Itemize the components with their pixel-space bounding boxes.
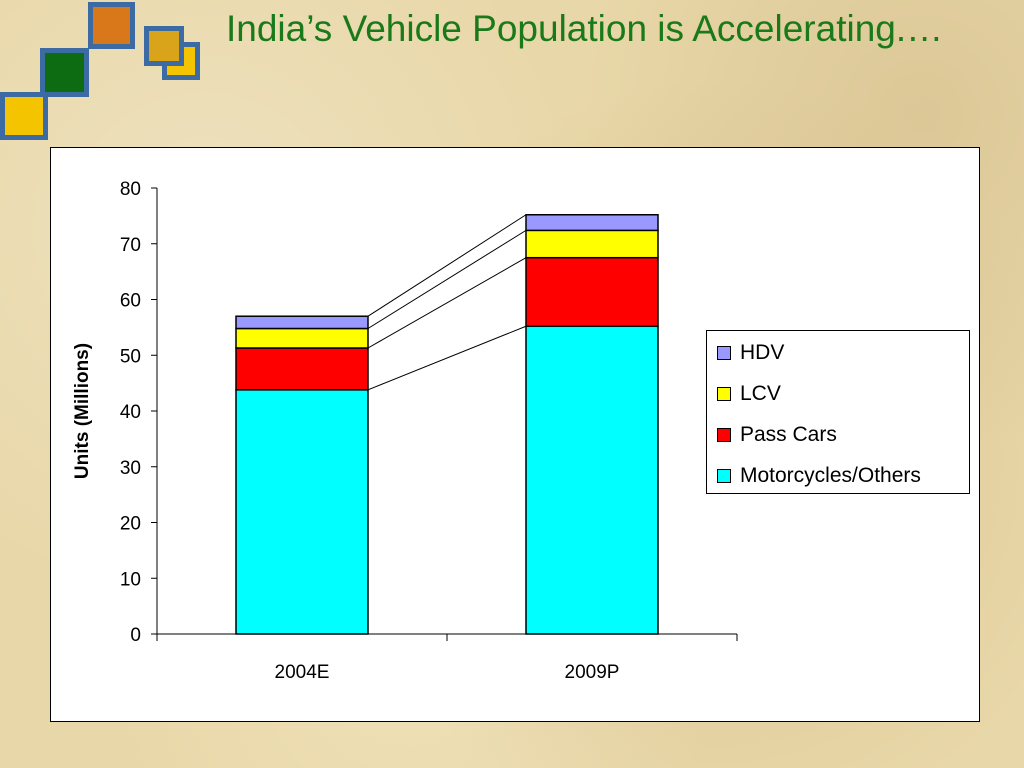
bar-hdv-2004e [235, 315, 369, 330]
y-tick-label: 10 [120, 569, 141, 590]
legend-swatch-pass-cars [717, 428, 731, 442]
bar-hdv-2009p [525, 214, 659, 232]
y-tick-label: 30 [120, 458, 141, 479]
legend-item-lcv: LCV [717, 382, 781, 406]
legend-label-hdv: HDV [740, 341, 785, 364]
y-tick-label: 40 [120, 402, 141, 423]
bar-motorcycles-others-2004e [235, 389, 369, 635]
x-tick-label: 2009P [565, 662, 620, 683]
legend-item-motorcycles-others: Motorcycles/Others [717, 464, 921, 488]
bar-motorcycles-others-2009p [525, 325, 659, 635]
series-line [367, 325, 527, 391]
legend-item-hdv: HDV [717, 341, 784, 365]
deco-square-yellow-large [0, 92, 48, 140]
series-line [367, 257, 527, 349]
y-tick-label: 50 [120, 346, 141, 367]
series-line [367, 214, 527, 317]
bar-pass-cars-2009p [525, 256, 659, 328]
y-tick-label: 80 [120, 179, 141, 200]
legend-swatch-lcv [717, 387, 731, 401]
legend-swatch-motorcycles-others [717, 469, 731, 483]
y-tick-label: 20 [120, 514, 141, 535]
legend-swatch-hdv [717, 346, 731, 360]
deco-square-green [40, 48, 89, 97]
legend-item-pass-cars: Pass Cars [717, 423, 837, 447]
y-tick-label: 0 [130, 625, 141, 646]
y-axis-title: Units (Millions) [72, 343, 93, 479]
bar-pass-cars-2004e [235, 347, 369, 391]
y-tick-label: 70 [120, 235, 141, 256]
deco-square-orange [88, 2, 135, 49]
x-tick-label: 2004E [275, 662, 330, 683]
y-tick-label: 60 [120, 291, 141, 312]
bar-lcv-2009p [525, 229, 659, 259]
chart-legend: HDV LCV Pass Cars Motorcycles/Others [706, 330, 970, 494]
legend-label-motorcycles-others: Motorcycles/Others [740, 464, 921, 487]
slide-title: India’s Vehicle Population is Accelerati… [226, 8, 944, 49]
bar-lcv-2004e [235, 327, 369, 349]
legend-label-pass-cars: Pass Cars [740, 423, 837, 446]
deco-square-gold [144, 26, 184, 66]
legend-label-lcv: LCV [740, 382, 781, 405]
series-line [367, 229, 527, 329]
